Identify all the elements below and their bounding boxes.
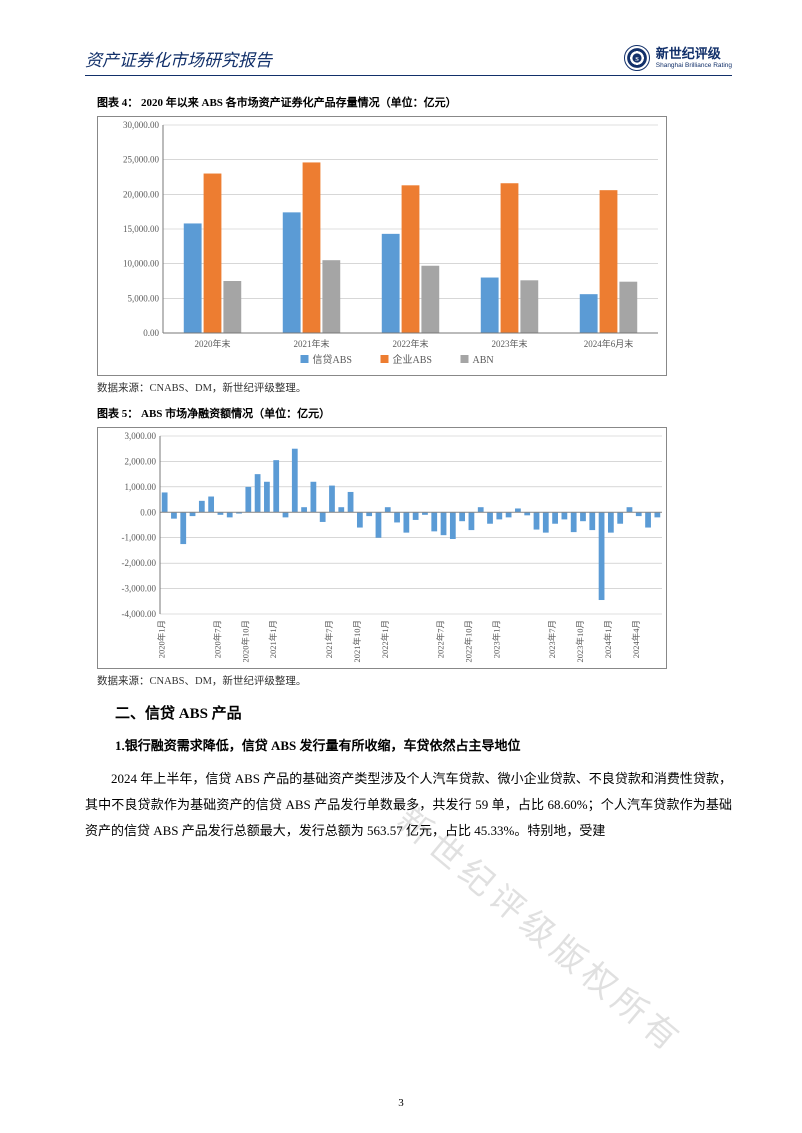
chart5-svg: -4,000.00 -3,000.00 -2,000.00 -1,000.00 0.00… <box>98 428 668 670</box>
svg-text:2022年末: 2022年末 <box>392 338 428 349</box>
svg-text:2021年末: 2021年末 <box>293 338 329 349</box>
svg-text:2020年10月: 2020年10月 <box>240 620 250 663</box>
svg-text:2023年7月: 2023年7月 <box>547 620 557 658</box>
svg-text:15,000.00: 15,000.00 <box>123 224 160 234</box>
body-paragraph: 2024 年上半年，信贷 ABS 产品的基础资产类型涉及个人汽车贷款、微小企业贷… <box>85 766 732 844</box>
svg-text:30,000.00: 30,000.00 <box>123 120 160 130</box>
chart5-title: 图表 5： ABS 市场净融资额情况（单位：亿元） <box>97 405 732 421</box>
svg-text:1,000.00: 1,000.00 <box>125 482 157 492</box>
svg-text:ABN: ABN <box>473 355 494 366</box>
svg-text:2022年1月: 2022年1月 <box>380 620 390 658</box>
svg-text:企业ABS: 企业ABS <box>393 353 432 366</box>
svg-text:2021年10月: 2021年10月 <box>352 620 362 663</box>
svg-text:-4,000.00: -4,000.00 <box>122 609 157 619</box>
svg-text:2024年4月: 2024年4月 <box>631 620 641 658</box>
svg-text:2024年6月末: 2024年6月末 <box>584 338 634 349</box>
brand-name-en: Shanghai Brilliance Rating <box>656 62 732 69</box>
svg-text:2020年1月: 2020年1月 <box>157 620 167 658</box>
svg-text:2020年7月: 2020年7月 <box>212 620 222 658</box>
svg-text:3,000.00: 3,000.00 <box>125 431 157 441</box>
chart5-container: -4,000.00 -3,000.00 -2,000.00 -1,000.00 0.00… <box>97 427 667 669</box>
report-title: 资产证券化市场研究报告 <box>85 46 272 71</box>
brand-logo-icon: S <box>624 45 650 71</box>
chart4-title: 图表 4： 2020 年以来 ABS 各市场资产证券化产品存量情况（单位：亿元） <box>97 94 732 110</box>
svg-text:2022年10月: 2022年10月 <box>463 620 473 663</box>
svg-text:20,000.00: 20,000.00 <box>123 189 160 199</box>
chart4-source: 数据来源：CNABS、DM，新世纪评级整理。 <box>97 380 732 395</box>
svg-text:2021年7月: 2021年7月 <box>324 620 334 658</box>
svg-text:2022年7月: 2022年7月 <box>436 620 446 658</box>
svg-text:25,000.00: 25,000.00 <box>123 155 160 165</box>
svg-text:信贷ABS: 信贷ABS <box>313 353 352 366</box>
brand-name-cn: 新世纪评级 <box>656 47 732 61</box>
svg-text:2023年末: 2023年末 <box>491 338 527 349</box>
page-header: 资产证券化市场研究报告 S 新世纪评级 Shanghai Brilliance … <box>85 45 732 76</box>
svg-text:10,000.00: 10,000.00 <box>123 259 160 269</box>
section-heading: 二、信贷 ABS 产品 <box>115 702 732 723</box>
svg-text:2,000.00: 2,000.00 <box>125 456 157 466</box>
svg-text:0.00: 0.00 <box>140 507 156 517</box>
svg-text:-2,000.00: -2,000.00 <box>122 558 157 568</box>
chart4-container: 0.00 5,000.00 10,000.00 15,000.00 20,000.00 2… <box>97 116 667 376</box>
svg-text:2023年1月: 2023年1月 <box>491 620 501 658</box>
svg-text:0.00: 0.00 <box>143 328 159 338</box>
svg-text:2021年1月: 2021年1月 <box>268 620 278 658</box>
svg-text:2023年10月: 2023年10月 <box>575 620 585 663</box>
svg-text:-3,000.00: -3,000.00 <box>122 584 157 594</box>
svg-text:2024年1月: 2024年1月 <box>603 620 613 658</box>
page-number: 3 <box>0 1097 802 1109</box>
brand-block: S 新世纪评级 Shanghai Brilliance Rating <box>624 45 732 71</box>
svg-text:S: S <box>635 56 639 63</box>
section-subheading: 1.银行融资需求降低，信贷 ABS 发行量有所收缩，车贷依然占主导地位 <box>115 735 732 754</box>
svg-text:-1,000.00: -1,000.00 <box>122 533 157 543</box>
chart4-svg: 0.00 5,000.00 10,000.00 15,000.00 20,000.00 2… <box>98 117 668 377</box>
chart5-source: 数据来源：CNABS、DM，新世纪评级整理。 <box>97 673 732 688</box>
svg-text:5,000.00: 5,000.00 <box>128 293 160 303</box>
svg-text:2020年末: 2020年末 <box>194 338 230 349</box>
